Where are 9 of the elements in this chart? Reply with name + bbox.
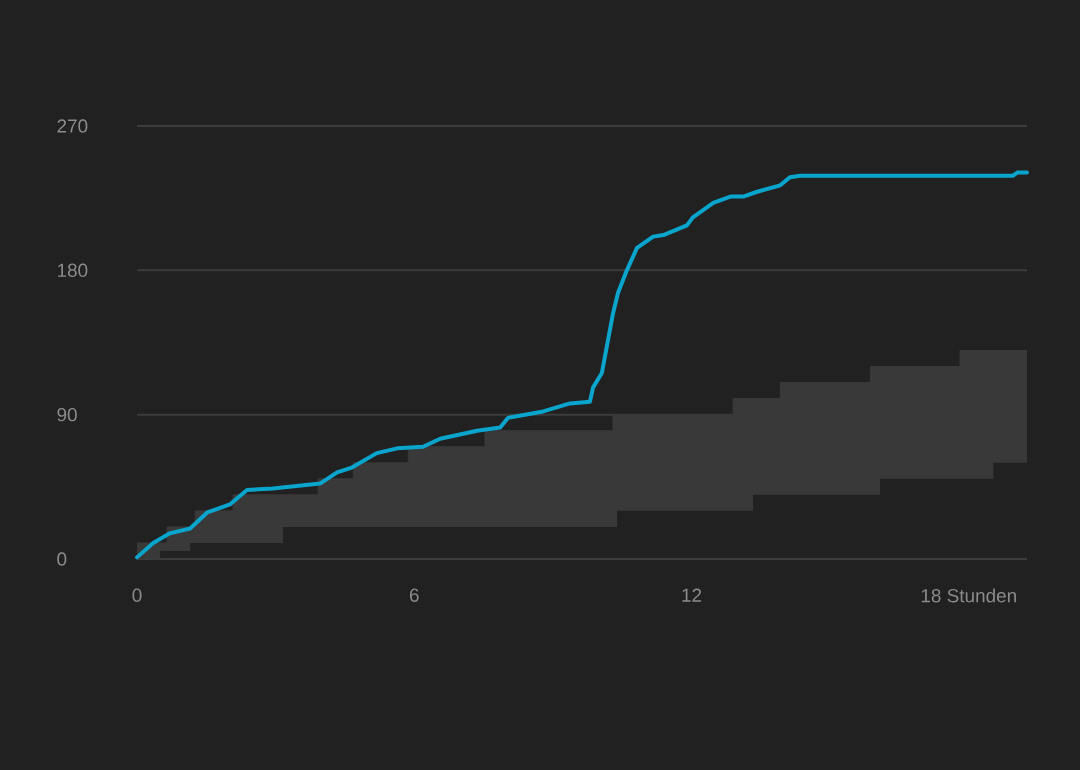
y-tick-label: 270 <box>57 119 88 133</box>
x-tick-label: 6 <box>409 588 419 602</box>
x-tick-label: 12 <box>682 588 702 602</box>
x-tick-label: 0 <box>132 588 142 602</box>
y-tick-label: 0 <box>57 552 67 566</box>
x-tick-label: 18 Stunden <box>921 588 1016 603</box>
line-series <box>135 170 1030 560</box>
y-tick-label: 90 <box>57 407 77 422</box>
y-tick-label: 180 <box>57 263 88 278</box>
